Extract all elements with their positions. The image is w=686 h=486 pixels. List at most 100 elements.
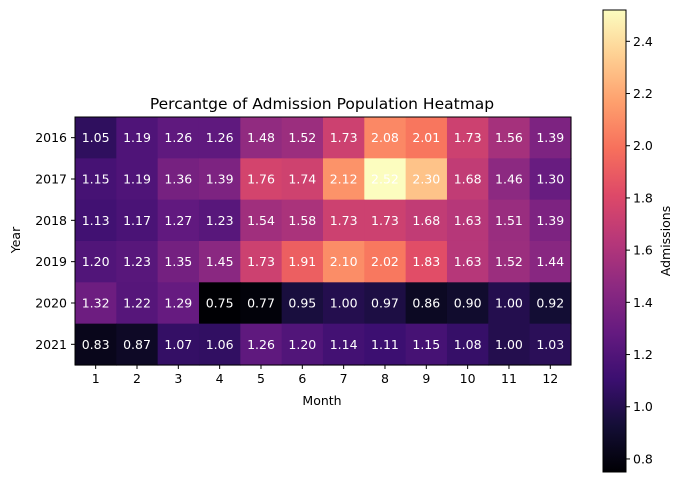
heatmap-cell	[364, 117, 407, 159]
colorbar-tick-label: 2.0	[633, 138, 653, 153]
heatmap-cell	[529, 158, 572, 201]
y-axis-label: Year	[8, 226, 23, 254]
heatmap-cell	[198, 158, 241, 201]
cell-value-label: 2.01	[412, 130, 440, 145]
heatmap-cell	[405, 240, 448, 283]
x-tick-label: 4	[216, 371, 224, 386]
heatmap-cell	[488, 158, 531, 201]
heatmap-cell	[446, 323, 489, 366]
heatmap-cell	[405, 158, 448, 201]
heatmap-cells	[75, 117, 572, 366]
heatmap-cell	[75, 158, 117, 201]
cell-value-label: 0.95	[288, 295, 316, 310]
y-axis: 2016 2017 2018 2019 2020 2021	[35, 130, 75, 352]
y-tick-label: 2016	[35, 130, 67, 145]
heatmap-cell	[446, 158, 489, 201]
heatmap-cell	[529, 117, 572, 159]
heatmap-cell	[240, 282, 283, 325]
cell-value-label: 1.51	[495, 213, 523, 228]
cell-value-label: 1.17	[123, 213, 151, 228]
cell-value-label: 1.45	[206, 254, 234, 269]
cell-value-label: 0.75	[206, 295, 234, 310]
heatmap-cell	[116, 199, 159, 242]
cell-value-label: 1.39	[536, 213, 564, 228]
heatmap-cell	[198, 323, 241, 366]
cell-value-label: 2.02	[371, 254, 399, 269]
cell-value-label: 1.15	[412, 337, 440, 352]
heatmap-cell	[281, 117, 324, 159]
cell-value-label: 1.26	[164, 130, 192, 145]
cell-value-label: 1.23	[206, 213, 234, 228]
colorbar: 0.8 1.0 1.2 1.4 1.6 1.8 2.0 2.2 2.4	[602, 9, 653, 473]
plot-frame	[74, 116, 572, 366]
x-tick-label: 1	[92, 371, 100, 386]
heatmap-cell	[322, 282, 365, 325]
x-tick-label: 12	[542, 371, 558, 386]
cell-value-label: 1.63	[454, 254, 482, 269]
cell-value-label: 0.97	[371, 295, 399, 310]
heatmap-cell	[116, 240, 159, 283]
cell-value-label: 1.26	[247, 337, 275, 352]
heatmap-cell	[364, 199, 407, 242]
heatmap-cell	[281, 240, 324, 283]
cell-value-label: 1.29	[164, 295, 192, 310]
heatmap-cell	[529, 323, 572, 366]
cell-value-label: 2.08	[371, 130, 399, 145]
heatmap-cell	[322, 117, 365, 159]
cell-value-label: 1.83	[412, 254, 440, 269]
cell-value-label: 1.73	[371, 213, 399, 228]
heatmap-cell	[488, 240, 531, 283]
heatmap-cell	[240, 117, 283, 159]
heatmap-cell	[529, 282, 572, 325]
cell-value-label: 1.48	[247, 130, 275, 145]
cell-value-label: 1.08	[454, 337, 482, 352]
heatmap-cell	[75, 199, 117, 242]
heatmap-cell	[198, 240, 241, 283]
cell-value-label: 1.74	[288, 171, 316, 186]
cell-value-label: 1.35	[164, 254, 192, 269]
colorbar-tick-label: 1.4	[633, 295, 653, 310]
cell-value-label: 1.56	[495, 130, 523, 145]
heatmap-cell	[157, 282, 200, 325]
heatmap-cell	[75, 117, 117, 159]
y-tick-label: 2019	[35, 254, 67, 269]
cell-value-label: 1.54	[247, 213, 275, 228]
cell-value-label: 1.36	[164, 171, 192, 186]
heatmap-cell	[446, 282, 489, 325]
cell-value-label: 1.03	[536, 337, 564, 352]
x-tick-label: 2	[133, 371, 141, 386]
colorbar-tick-label: 2.4	[633, 34, 653, 49]
x-tick-label: 9	[422, 371, 430, 386]
colorbar-label: Admissions	[658, 206, 673, 277]
cell-value-label: 1.73	[247, 254, 275, 269]
cell-value-label: 1.13	[82, 213, 110, 228]
cell-value-label: 1.52	[495, 254, 523, 269]
cell-value-label: 1.91	[288, 254, 316, 269]
cell-value-label: 1.27	[164, 213, 192, 228]
x-tick-label: 7	[340, 371, 348, 386]
cell-value-label: 0.77	[247, 295, 275, 310]
heatmap-cell	[529, 240, 572, 283]
heatmap-cell	[198, 282, 241, 325]
cell-value-label: 1.14	[330, 337, 358, 352]
heatmap-cell	[116, 158, 159, 201]
cell-value-label: 1.19	[123, 130, 151, 145]
cell-value-label: 1.32	[82, 295, 110, 310]
y-tick-label: 2020	[35, 295, 67, 310]
heatmap-cell	[364, 282, 407, 325]
heatmap-cell	[157, 199, 200, 242]
x-tick-label: 8	[381, 371, 389, 386]
heatmap-cell	[240, 323, 283, 366]
heatmap-cell	[488, 323, 531, 366]
cell-value-label: 1.00	[495, 337, 523, 352]
heatmap-cell	[281, 282, 324, 325]
cell-value-label: 1.73	[330, 213, 358, 228]
colorbar-tick-label: 1.6	[633, 243, 653, 258]
colorbar-tick-label: 0.8	[633, 451, 653, 466]
heatmap-cell	[198, 117, 241, 159]
heatmap-cell	[488, 199, 531, 242]
cell-value-label: 0.86	[412, 295, 440, 310]
cell-value-label: 2.30	[412, 171, 440, 186]
heatmap-cell	[322, 240, 365, 283]
